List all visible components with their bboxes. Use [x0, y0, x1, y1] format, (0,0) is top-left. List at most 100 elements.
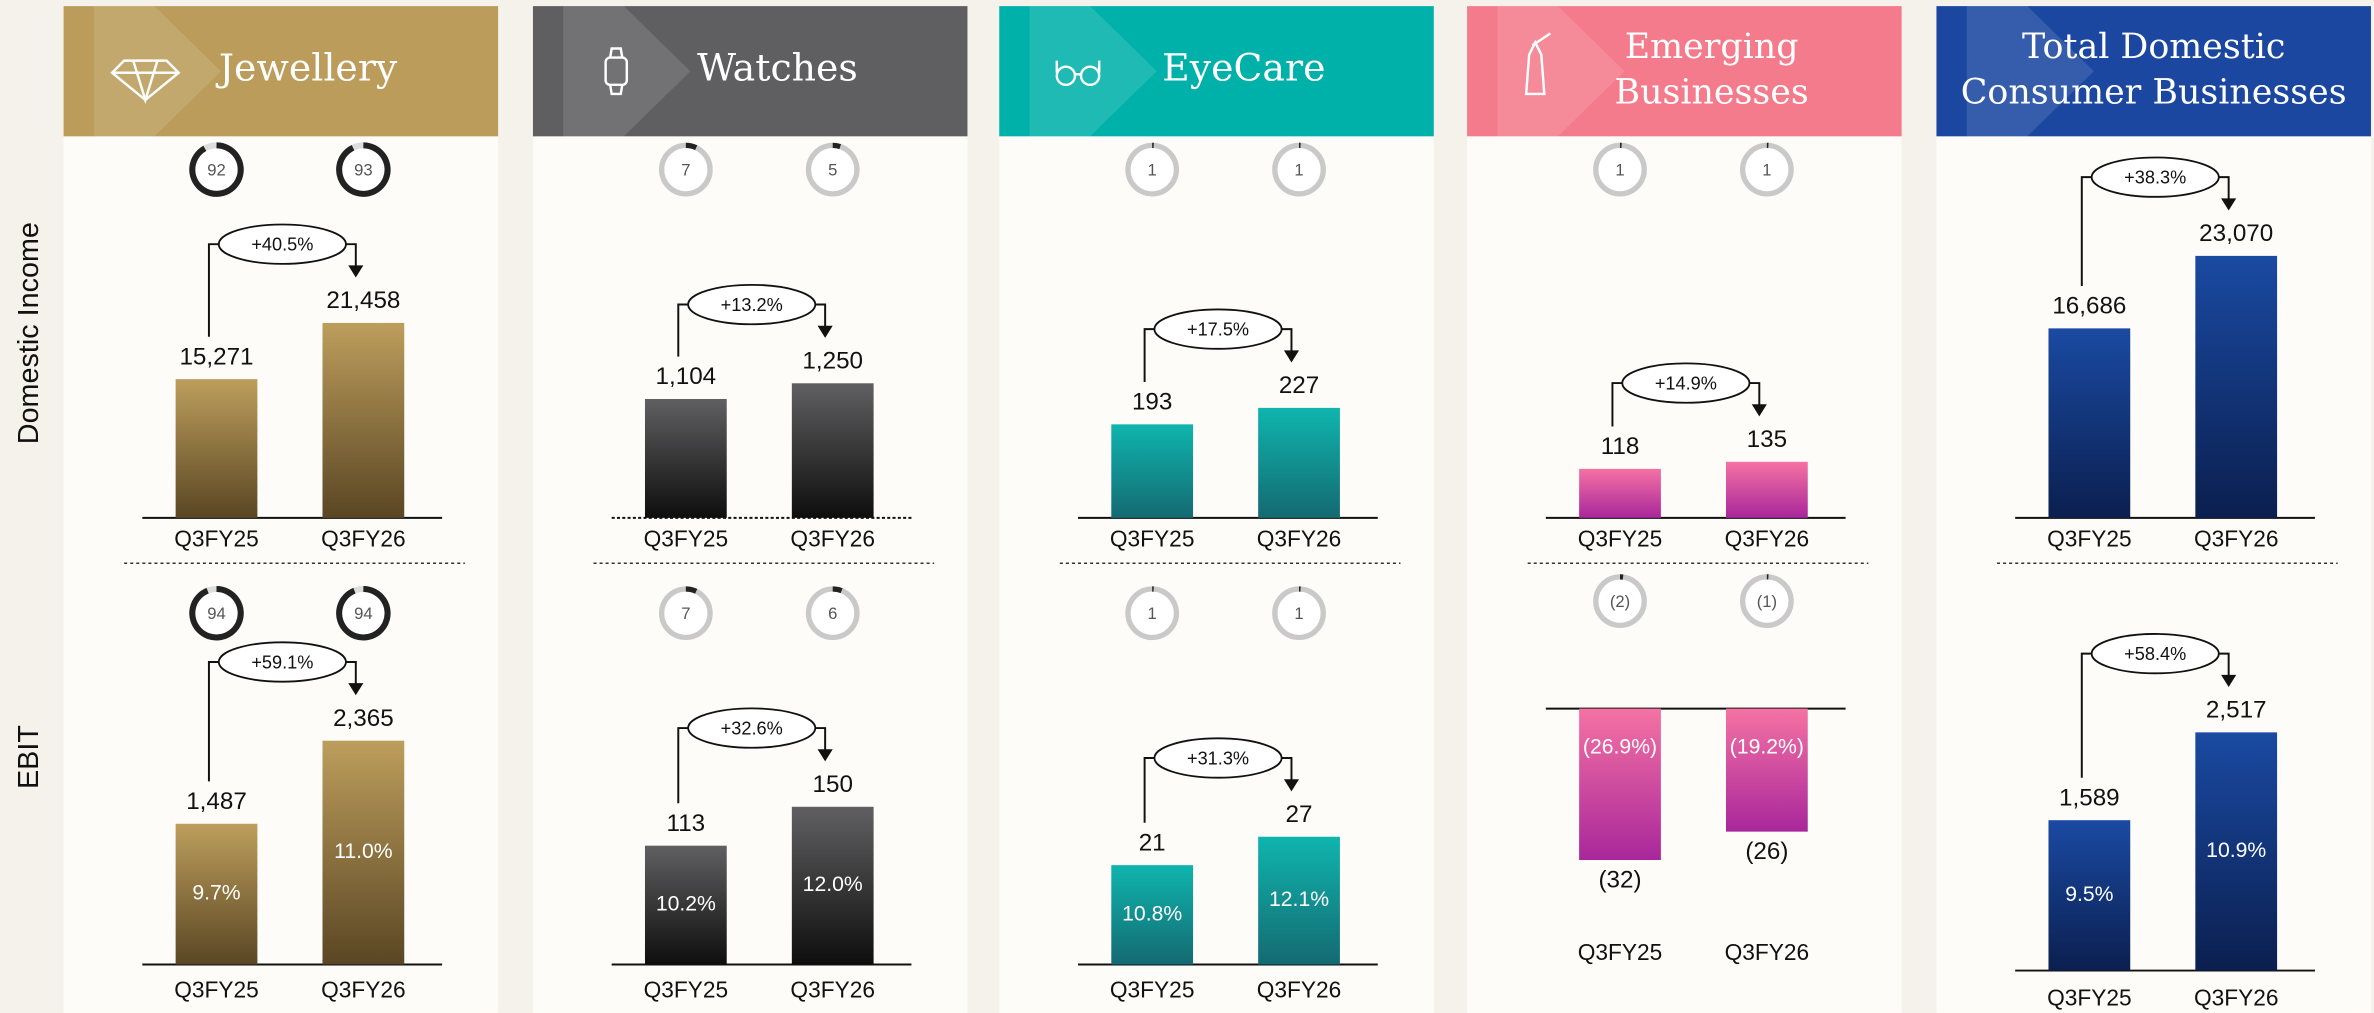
share-ring [1272, 586, 1326, 641]
header [1467, 6, 1902, 137]
margin-label: 12.1% [1269, 888, 1329, 911]
share-arc [189, 585, 244, 641]
value-label: 16,686 [2052, 293, 2126, 320]
margin-label: 11.0% [334, 840, 393, 863]
value-label: 27 [1286, 801, 1313, 828]
change-label: +13.2% [721, 295, 783, 315]
category-label: Q3FY26 [1725, 939, 1810, 965]
bar [644, 398, 727, 518]
margin-label: 10.8% [1122, 902, 1182, 925]
category-label: Q3FY25 [2047, 526, 2132, 552]
margin-label: 9.5% [2065, 883, 2113, 906]
category-label: Q3FY25 [1578, 939, 1663, 965]
category-label: Q3FY26 [2194, 526, 2279, 552]
change-badge [687, 283, 817, 326]
value-label: 15,271 [179, 343, 253, 370]
change-label: +31.3% [1187, 748, 1249, 768]
header-title: Emerging [1625, 27, 1799, 67]
category-label: Q3FY25 [1578, 526, 1663, 552]
bar [175, 379, 258, 518]
margin-label: 10.2% [656, 893, 716, 916]
watch-icon [604, 56, 629, 87]
change-label: +38.3% [2124, 167, 2186, 187]
diamond-icon [110, 59, 181, 105]
change-label: +40.5% [251, 235, 313, 255]
marks: 15,271 Q3FY25 92 21,458 Q3FY26 93 +40.5% 1,104 Q… [142, 142, 2315, 1010]
header-title: Businesses [1614, 72, 1808, 112]
share-label: 6 [828, 604, 837, 623]
category-label: Q3FY26 [1257, 977, 1342, 1003]
value-label: (26) [1745, 838, 1788, 865]
change-label: +58.4% [2124, 644, 2186, 664]
bar [1579, 708, 1661, 861]
panel [532, 136, 968, 1013]
share-label: 5 [828, 161, 837, 180]
share-arc [336, 585, 391, 641]
category-label: Q3FY26 [790, 977, 875, 1003]
bar [175, 823, 258, 965]
bar [1111, 424, 1194, 518]
value-label: 193 [1132, 389, 1172, 416]
value-label: 150 [813, 771, 853, 798]
category-label: Q3FY26 [321, 526, 406, 552]
change-arrow [817, 749, 833, 762]
value-label: 2,365 [333, 705, 394, 732]
share-ring [1125, 142, 1180, 197]
share-label: 7 [681, 604, 690, 623]
value-label: 118 [1601, 433, 1640, 460]
change-arrow [348, 683, 364, 696]
change-arrow [1751, 404, 1767, 417]
change-badge [2090, 156, 2220, 198]
margin-label: (26.9%) [1583, 736, 1657, 759]
glasses-icon [1079, 65, 1101, 87]
panel [1936, 136, 2371, 1013]
change-arrow [817, 325, 833, 338]
share-label: 92 [207, 161, 226, 180]
panel [1467, 136, 1902, 1013]
category-label: Q3FY26 [2194, 984, 2279, 1010]
share-arc [685, 586, 698, 594]
value-label: (32) [1598, 867, 1641, 894]
change-label: +32.6% [721, 718, 783, 738]
share-label: (2) [1610, 592, 1630, 611]
share-ring [1125, 586, 1180, 641]
change-arrow [2221, 198, 2237, 211]
share-label: 1 [1294, 161, 1303, 180]
category-label: Q3FY25 [2047, 984, 2132, 1010]
bar [2195, 255, 2278, 518]
bar [2048, 328, 2131, 518]
glasses-icon [1055, 65, 1077, 87]
category-label: Q3FY26 [1725, 526, 1810, 552]
margin-label: (19.2%) [1730, 736, 1804, 759]
share-label: 7 [681, 161, 690, 180]
header [1936, 6, 2371, 137]
change-arrow [1283, 350, 1300, 363]
header-shade [93, 6, 222, 137]
header-title: EyeCare [1162, 46, 1325, 90]
margin-label: 10.9% [2206, 839, 2266, 862]
share-label: 1 [1148, 161, 1157, 180]
header-shade [1497, 6, 1625, 137]
change-badge [217, 223, 347, 265]
header-title: Watches [697, 46, 858, 90]
glasses-bridge [1055, 60, 1101, 76]
value-label: 1,250 [802, 347, 863, 374]
bar [644, 845, 727, 965]
share-arc [832, 142, 842, 150]
value-label: 227 [1279, 372, 1319, 399]
change-badge [2090, 633, 2220, 675]
change-arrow [2221, 674, 2237, 687]
category-label: Q3FY26 [321, 977, 406, 1003]
row-label: EBIT [13, 725, 45, 789]
change-badge [217, 641, 347, 683]
category-label: Q3FY25 [644, 526, 729, 552]
value-label: 21 [1139, 829, 1166, 856]
emerging-icon [1524, 32, 1552, 96]
bar [1258, 407, 1340, 518]
share-arc [336, 142, 391, 197]
value-label: 1,104 [656, 363, 717, 390]
share-label: 94 [207, 604, 226, 623]
share-arc [832, 586, 843, 594]
value-label: 1,487 [186, 788, 247, 815]
share-label: (1) [1757, 592, 1777, 611]
